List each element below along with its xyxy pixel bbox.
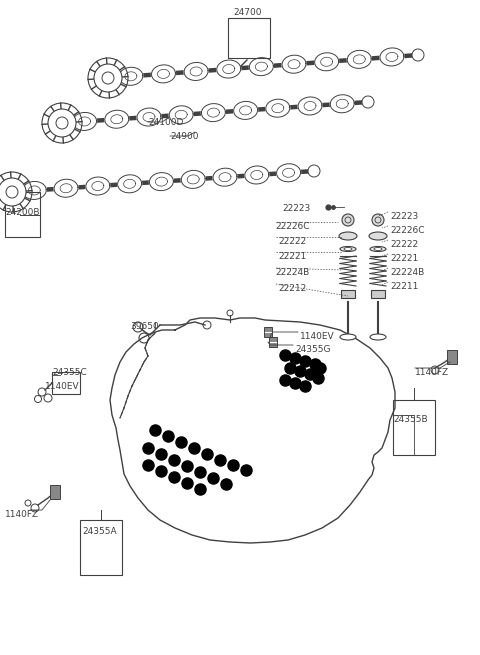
Ellipse shape <box>340 246 356 252</box>
Polygon shape <box>282 55 306 73</box>
Text: 22211: 22211 <box>390 282 419 291</box>
Bar <box>5 192 40 237</box>
Text: 24900: 24900 <box>170 132 199 141</box>
Polygon shape <box>149 173 173 191</box>
Text: 22212: 22212 <box>278 284 306 293</box>
Bar <box>371 290 385 298</box>
Polygon shape <box>245 166 269 184</box>
Polygon shape <box>119 67 143 85</box>
Polygon shape <box>217 60 240 78</box>
Circle shape <box>412 49 424 61</box>
Bar <box>52 372 80 394</box>
Polygon shape <box>118 175 142 193</box>
Text: 22224B: 22224B <box>390 268 424 277</box>
Circle shape <box>372 214 384 226</box>
Polygon shape <box>315 53 338 71</box>
Circle shape <box>94 64 122 92</box>
Text: 24355A: 24355A <box>82 527 117 536</box>
Ellipse shape <box>339 232 357 240</box>
Text: 1140FZ: 1140FZ <box>415 368 449 377</box>
Bar <box>341 290 355 298</box>
Circle shape <box>308 165 320 177</box>
Ellipse shape <box>374 248 382 250</box>
Polygon shape <box>181 170 205 189</box>
Text: 1140FZ: 1140FZ <box>5 510 39 519</box>
Polygon shape <box>380 48 404 66</box>
Bar <box>447 350 457 364</box>
Circle shape <box>48 109 76 137</box>
Bar <box>264 327 272 337</box>
Circle shape <box>342 214 354 226</box>
Polygon shape <box>348 50 371 68</box>
Text: 39650: 39650 <box>130 322 159 331</box>
Text: 22221: 22221 <box>278 252 306 261</box>
Polygon shape <box>213 168 237 186</box>
Text: 22223: 22223 <box>390 212 418 221</box>
Polygon shape <box>137 108 161 126</box>
Bar <box>80 520 122 575</box>
Circle shape <box>362 96 374 108</box>
Ellipse shape <box>369 232 387 240</box>
Text: 1140EV: 1140EV <box>45 382 80 391</box>
Polygon shape <box>202 103 226 122</box>
Circle shape <box>0 178 26 206</box>
Polygon shape <box>54 179 78 197</box>
Ellipse shape <box>344 248 352 250</box>
Bar <box>393 400 435 455</box>
Text: 24700: 24700 <box>234 8 262 17</box>
Text: 22221: 22221 <box>390 254 418 263</box>
Text: 1140EV: 1140EV <box>300 332 335 341</box>
Text: 22224B: 22224B <box>275 268 309 277</box>
Polygon shape <box>152 65 176 83</box>
Ellipse shape <box>370 246 386 252</box>
Polygon shape <box>169 106 193 124</box>
Bar <box>228 18 270 58</box>
Text: 22226C: 22226C <box>275 222 310 231</box>
Text: 24100D: 24100D <box>148 118 183 127</box>
Polygon shape <box>105 110 129 128</box>
Ellipse shape <box>340 334 356 340</box>
Text: 24200B: 24200B <box>5 208 39 217</box>
Polygon shape <box>86 177 110 195</box>
Text: 22226C: 22226C <box>390 226 424 235</box>
Text: 22222: 22222 <box>278 237 306 246</box>
Polygon shape <box>298 97 322 115</box>
Polygon shape <box>266 99 290 117</box>
Text: 24355B: 24355B <box>393 415 428 424</box>
Ellipse shape <box>370 334 386 340</box>
Polygon shape <box>250 58 273 75</box>
Polygon shape <box>330 95 354 113</box>
Polygon shape <box>234 102 258 119</box>
Text: 22223: 22223 <box>282 204 310 213</box>
Bar <box>269 337 277 347</box>
Polygon shape <box>22 181 46 200</box>
Polygon shape <box>276 164 300 182</box>
Polygon shape <box>184 62 208 81</box>
Text: 24355G: 24355G <box>295 345 331 354</box>
Polygon shape <box>72 113 96 130</box>
Text: 22222: 22222 <box>390 240 418 249</box>
Bar <box>50 485 60 499</box>
Text: 24355C: 24355C <box>52 368 87 377</box>
